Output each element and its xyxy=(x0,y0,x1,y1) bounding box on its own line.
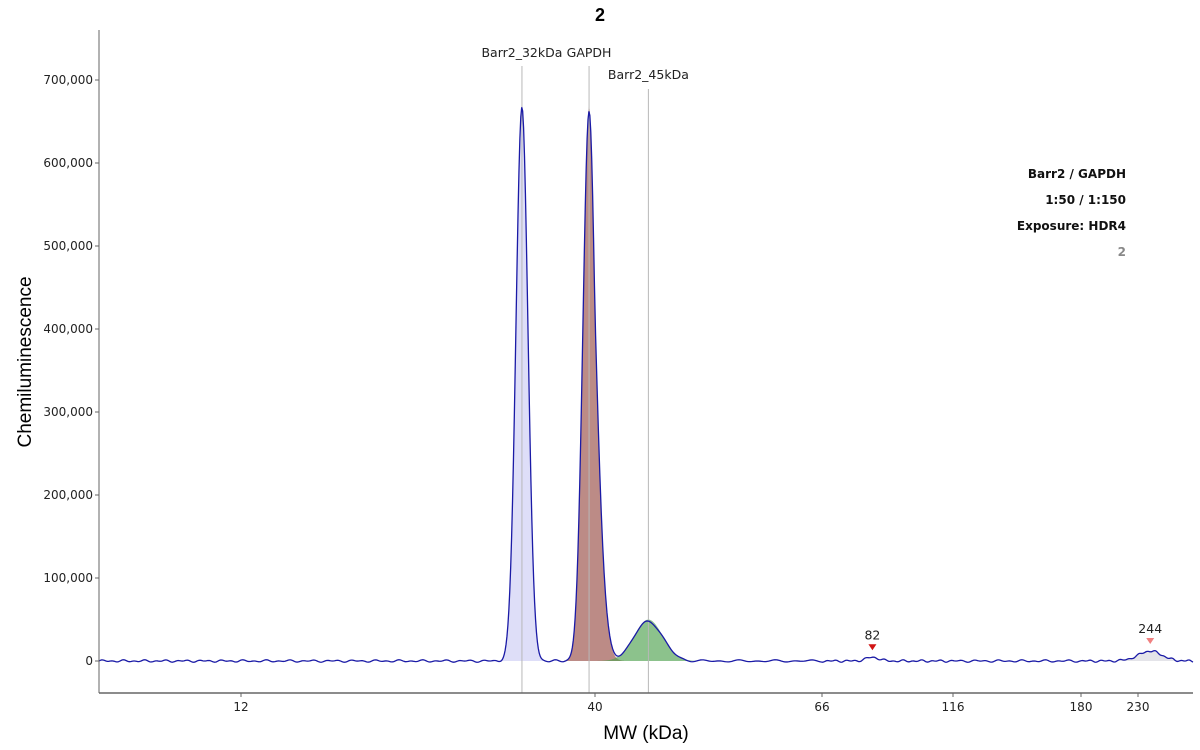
peak-label-1: GAPDH xyxy=(567,45,612,60)
x-tick-label-5: 230 xyxy=(1127,700,1150,714)
info-sample-number: 2 xyxy=(1118,245,1126,259)
peak-guide-lines xyxy=(521,66,649,693)
y-tick-label-3: 300,000 xyxy=(43,405,93,419)
y-tick-label-0: 0 xyxy=(85,654,93,668)
y-tick-label-6: 600,000 xyxy=(43,156,93,170)
x-ticks: 12 40 66 116 180 230 xyxy=(233,693,1149,714)
fitted-peak-2 xyxy=(592,619,706,661)
peak-label-0: Barr2_32kDa xyxy=(481,45,562,60)
peak-labels: Barr2_32kDa GAPDH Barr2_45kDa xyxy=(481,45,688,82)
x-tick-label-0: 12 xyxy=(233,700,248,714)
y-tick-label-4: 400,000 xyxy=(43,322,93,336)
fitted-peak-1 xyxy=(564,106,624,661)
x-tick-label-2: 66 xyxy=(814,700,829,714)
info-box: Barr2 / GAPDH 1:50 / 1:150 Exposure: HDR… xyxy=(1017,167,1126,259)
fitted-peaks-layer xyxy=(498,103,1193,662)
x-tick-label-1: 40 xyxy=(587,700,602,714)
info-exposure: Exposure: HDR4 xyxy=(1017,219,1126,233)
x-axis-label: MW (kDa) xyxy=(603,723,688,744)
x-tick-label-4: 180 xyxy=(1070,700,1093,714)
chart-title: 2 xyxy=(595,5,605,25)
marker-triangle-0 xyxy=(868,644,877,651)
y-tick-label-2: 200,000 xyxy=(43,488,93,502)
trace-layer xyxy=(98,107,1194,663)
marker-area-244 xyxy=(1105,651,1193,661)
y-axis-label: Chemiluminescence xyxy=(15,276,36,447)
info-dilutions: 1:50 / 1:150 xyxy=(1045,193,1126,207)
axes-layer xyxy=(98,30,1193,694)
marker-triangle-1 xyxy=(1146,638,1155,645)
y-tick-label-1: 100,000 xyxy=(43,571,93,585)
marker-label-1: 244 xyxy=(1138,621,1162,636)
y-ticks: 0 100,000 200,000 300,000 400,000 500,000 600,… xyxy=(43,73,99,668)
marker-label-0: 82 xyxy=(864,627,880,642)
peak-label-2: Barr2_45kDa xyxy=(608,67,689,82)
info-antibodies: Barr2 / GAPDH xyxy=(1028,167,1126,181)
y-tick-label-5: 500,000 xyxy=(43,239,93,253)
x-tick-label-3: 116 xyxy=(942,700,965,714)
trace-line xyxy=(98,107,1194,663)
size-markers: 82 244 xyxy=(864,621,1162,651)
y-tick-label-7: 700,000 xyxy=(43,73,93,87)
